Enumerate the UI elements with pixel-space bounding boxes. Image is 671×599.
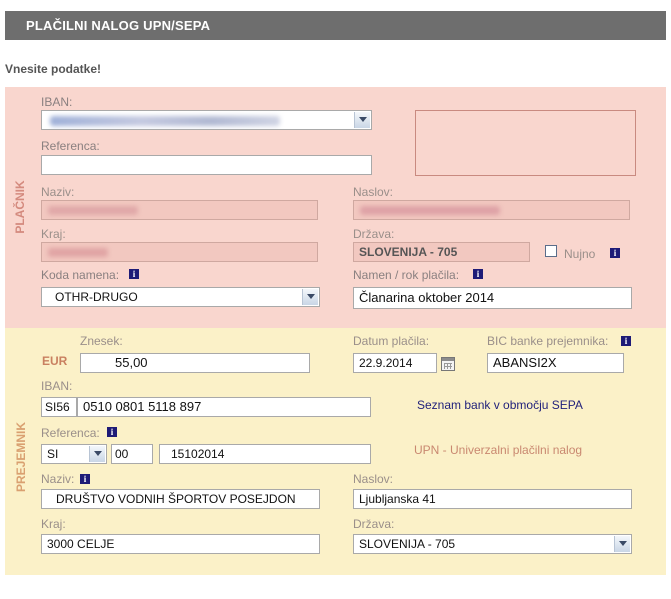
info-icon[interactable]: i (621, 336, 631, 346)
urgent-checkbox[interactable] (545, 245, 557, 257)
payment-date-input[interactable]: 22.9.2014 (353, 353, 437, 373)
payment-date-label: Datum plačila: (353, 334, 430, 348)
bic-label: BIC banke prejemnika: (487, 334, 609, 348)
payer-city-redacted (48, 248, 108, 257)
payer-address-label: Naslov: (353, 185, 394, 199)
payee-reference-input[interactable]: 15102014 (159, 444, 371, 464)
payer-iban-redacted (50, 116, 280, 126)
payer-reference-input[interactable] (41, 155, 372, 175)
chevron-down-icon[interactable] (302, 289, 318, 305)
payer-city-field (41, 242, 318, 262)
purpose-code-label: Koda namena: (41, 268, 120, 282)
urgent-label: Nujno (564, 247, 596, 261)
upn-link[interactable]: UPN - Univerzalni plačilni nalog (414, 443, 583, 457)
purpose-input[interactable]: Članarina oktober 2014 (353, 287, 632, 309)
payer-address-redacted (360, 206, 500, 215)
bic-input[interactable]: ABANSI2X (487, 353, 624, 373)
payee-city-label: Kraj: (41, 517, 66, 531)
payer-iban-select[interactable] (41, 110, 372, 130)
info-icon[interactable]: i (80, 474, 90, 484)
payee-city-input[interactable]: 3000 CELJE (41, 534, 320, 554)
chevron-down-icon[interactable] (614, 536, 630, 552)
payee-reference-label: Referenca: (41, 426, 100, 440)
purpose-code-value: OTHR-DRUGO (55, 290, 138, 304)
payee-country-value: SLOVENIJA - 705 (359, 537, 456, 551)
payee-address-label: Naslov: (353, 472, 394, 486)
payer-preview-box (415, 110, 636, 176)
payer-address-field (353, 200, 630, 220)
payee-section-label: PREJEMNIK (14, 422, 28, 493)
payee-address-input[interactable]: Ljubljanska 41 (353, 489, 632, 509)
currency-label: EUR (42, 354, 68, 368)
amount-label: Znesek: (80, 334, 123, 348)
page-title: PLAČILNI NALOG UPN/SEPA (26, 18, 211, 33)
payee-country-label: Država: (353, 517, 395, 531)
payer-name-label: Naziv: (41, 185, 75, 199)
amount-input[interactable]: 55,00 (80, 353, 310, 373)
info-icon[interactable]: i (473, 269, 483, 279)
iban-country-prefix[interactable]: SI56 (41, 397, 77, 417)
payer-section-label: PLAČNIK (13, 180, 27, 234)
payee-name-input[interactable]: DRUŠTVO VODNIH ŠPORTOV POSEJDON (41, 489, 320, 509)
payer-iban-label: IBAN: (41, 95, 73, 109)
chevron-down-icon[interactable] (89, 446, 105, 462)
reference-model-select[interactable]: SI (41, 444, 107, 464)
payee-iban-label: IBAN: (41, 379, 73, 393)
payer-name-field (41, 200, 318, 220)
info-icon[interactable]: i (129, 269, 139, 279)
info-icon[interactable]: i (610, 248, 620, 258)
chevron-down-icon[interactable] (354, 112, 370, 128)
payer-name-redacted (48, 206, 138, 215)
calendar-icon[interactable] (441, 357, 455, 371)
reference-model-number[interactable]: 00 (111, 444, 153, 464)
bank-list-link[interactable]: Seznam bank v območju SEPA (417, 398, 583, 412)
header-bar (5, 11, 666, 40)
instruction-text: Vnesite podatke! (5, 62, 102, 76)
payer-country-field: SLOVENIJA - 705 (353, 242, 530, 262)
payee-name-label: Naziv: (41, 472, 75, 486)
reference-model-value: SI (47, 447, 59, 461)
payer-country-label: Država: (353, 227, 395, 241)
payer-city-label: Kraj: (41, 227, 66, 241)
purpose-label: Namen / rok plačila: (353, 268, 460, 282)
info-icon[interactable]: i (107, 427, 117, 437)
purpose-code-select[interactable]: OTHR-DRUGO (41, 287, 320, 307)
payee-country-select[interactable]: SLOVENIJA - 705 (353, 534, 632, 554)
payee-iban-input[interactable]: 0510 0801 5118 897 (77, 397, 371, 417)
payer-reference-label: Referenca: (41, 139, 100, 153)
